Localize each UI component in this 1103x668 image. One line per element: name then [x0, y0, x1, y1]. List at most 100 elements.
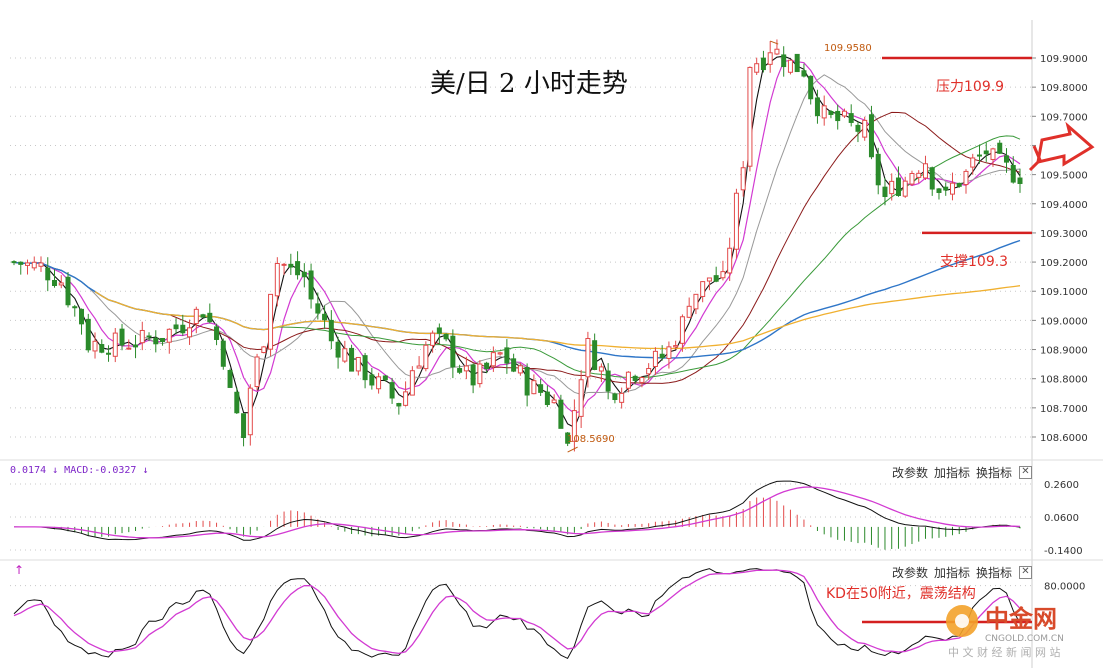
kd-tick-label: 80.0000 — [1044, 582, 1085, 593]
candle-body — [956, 182, 962, 187]
candle-body — [247, 387, 253, 436]
candle-body — [160, 337, 166, 342]
watermark-footer: 中 文 财 经 新 闻 网 站 — [948, 645, 1060, 659]
candle-body — [713, 275, 719, 282]
candle-body — [538, 384, 544, 393]
y-tick-label: 108.8000 — [1040, 375, 1088, 386]
candle-body — [369, 374, 375, 386]
ma-line — [94, 285, 1021, 350]
candle-body — [801, 70, 807, 77]
macd-edit-params-button[interactable]: 改参数 — [892, 466, 929, 480]
candle-body — [808, 75, 814, 100]
y-tick-label: 109.5000 — [1040, 171, 1088, 182]
y-tick-label: 109.3000 — [1040, 229, 1088, 240]
candle-body — [625, 371, 631, 389]
candle-body — [193, 308, 199, 325]
candle-body — [868, 114, 874, 158]
candle-body — [146, 335, 152, 338]
candle-body — [862, 119, 868, 138]
candle-body — [241, 413, 247, 439]
candle-body — [497, 352, 503, 355]
candle-body — [409, 370, 415, 396]
level-lines — [567, 40, 1032, 453]
candle-body — [79, 308, 85, 325]
candle-body — [511, 358, 517, 372]
candle-body — [976, 154, 982, 157]
kd-edit-params-button[interactable]: 改参数 — [892, 566, 929, 580]
y-tick-label: 109.9000 — [1040, 54, 1088, 65]
candle-body — [207, 312, 213, 323]
y-tick-label: 109.2000 — [1040, 258, 1088, 269]
candle-body — [605, 370, 611, 392]
grid-lines — [0, 20, 1103, 668]
macd-panel: 0.2600 0.0600 -0.1400 — [13, 480, 1083, 557]
candle-body — [781, 54, 787, 68]
candle-body — [220, 340, 226, 367]
candle-body — [747, 66, 753, 167]
candle-body — [376, 376, 382, 390]
macd-switch-indicator-button[interactable]: 换指标 — [976, 466, 1013, 480]
candle-body — [814, 97, 820, 117]
kd-arrow-icon: ↑ — [14, 563, 25, 577]
candle-body — [659, 353, 665, 359]
kd-switch-indicator-button[interactable]: 换指标 — [976, 566, 1013, 580]
candle-body — [578, 379, 584, 417]
candle-body — [274, 262, 280, 297]
candle-body — [740, 167, 746, 191]
candle-body — [922, 163, 928, 179]
candle-body — [254, 356, 260, 388]
candle-body — [706, 277, 712, 282]
candle-body — [200, 314, 206, 318]
kd-close-icon[interactable]: ✕ — [1019, 566, 1032, 579]
watermark-brand: 中金网 — [985, 605, 1057, 633]
candle-body — [72, 306, 78, 309]
coin-inner-icon — [955, 614, 969, 628]
candle-body — [943, 186, 949, 191]
candle-body — [281, 263, 287, 266]
candle-body — [1017, 177, 1023, 184]
candle-body — [436, 327, 442, 334]
candle-body — [531, 380, 537, 395]
candle-body — [733, 192, 739, 250]
candle-body — [362, 355, 368, 381]
candle-body — [227, 370, 233, 388]
candle-body — [11, 261, 17, 264]
candle-body — [261, 346, 267, 354]
candle-body — [234, 391, 240, 414]
macd-add-indicator-button[interactable]: 加指标 — [934, 466, 971, 480]
candle-body — [544, 391, 550, 406]
candle-body — [632, 375, 638, 381]
low-pointer — [567, 446, 578, 453]
candle-body — [767, 52, 773, 65]
candle-body — [619, 392, 625, 403]
candle-body — [308, 270, 314, 300]
candle-body — [774, 48, 780, 55]
candle-body — [639, 377, 645, 383]
candle-body — [58, 282, 64, 286]
watermark-logo: 中金网 CNGOLD.COM.CN 中 文 财 经 新 闻 网 站 — [946, 605, 1064, 659]
candle-body — [794, 53, 800, 73]
y-axis: 109.9000109.8000109.7000109.6000109.5000… — [1032, 54, 1088, 444]
candle-body — [990, 148, 996, 160]
candle-body — [652, 350, 658, 367]
macd-close-icon[interactable]: ✕ — [1019, 466, 1032, 479]
candle-body — [916, 172, 922, 178]
candle-body — [686, 305, 692, 318]
kd-add-indicator-button[interactable]: 加指标 — [934, 566, 971, 580]
candle-body — [335, 341, 341, 358]
resistance-label: 压力109.9 — [936, 79, 1004, 95]
candle-body — [45, 267, 51, 281]
y-tick-label: 109.1000 — [1040, 287, 1088, 298]
moving-averages — [13, 55, 1021, 429]
arrow-right-icon — [1036, 121, 1095, 167]
kd-d-line — [13, 569, 1021, 655]
candle-body — [1003, 155, 1009, 163]
candle-body — [909, 173, 915, 185]
candle-body — [997, 142, 1003, 154]
candle-body — [841, 110, 847, 117]
candle-body — [612, 393, 618, 401]
candle-body — [875, 153, 881, 186]
ma-line — [13, 111, 1021, 384]
candle-body — [835, 110, 841, 122]
macd-tick-label: 0.0600 — [1044, 513, 1079, 524]
